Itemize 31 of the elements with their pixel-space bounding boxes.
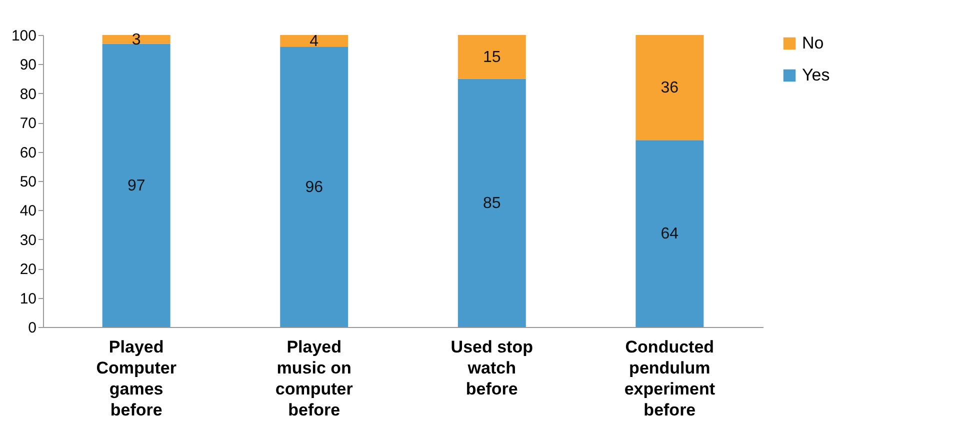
bar xyxy=(458,35,526,79)
data-label: 85 xyxy=(482,194,501,212)
data-label: 4 xyxy=(310,32,319,50)
y-tick-label: 40 xyxy=(20,202,36,220)
y-tick-label: 90 xyxy=(20,56,36,74)
bar xyxy=(636,140,704,327)
data-label: 97 xyxy=(127,177,146,194)
y-tick-label: 100 xyxy=(11,28,36,44)
y-tick-label: 0 xyxy=(28,320,36,336)
legend-label: No xyxy=(802,34,824,52)
y-tick-label: 80 xyxy=(20,86,36,103)
data-label: 15 xyxy=(482,48,501,66)
x-tick-label: Played Computer games before xyxy=(96,338,177,420)
data-label: 36 xyxy=(660,80,679,97)
bar xyxy=(280,35,348,47)
x-tick-label: Conducted pendulum experiment before xyxy=(624,338,716,420)
y-tick-label: 70 xyxy=(20,115,36,132)
data-label: 64 xyxy=(660,226,679,243)
y-tick-label: 30 xyxy=(20,232,36,249)
y-tick-label: 20 xyxy=(20,261,36,278)
legend-label: Yes xyxy=(802,66,830,84)
bar xyxy=(102,44,170,327)
x-tick-label: Used stop watch before xyxy=(450,338,533,398)
y-tick-label: 10 xyxy=(20,290,36,308)
y-tick-label: 50 xyxy=(20,174,36,190)
bar xyxy=(280,46,348,327)
data-label: 96 xyxy=(305,178,324,196)
x-tick-label: Played music on computer before xyxy=(275,338,354,420)
bar xyxy=(636,35,704,140)
bar xyxy=(458,78,526,327)
y-tick-label: 60 xyxy=(20,144,36,162)
